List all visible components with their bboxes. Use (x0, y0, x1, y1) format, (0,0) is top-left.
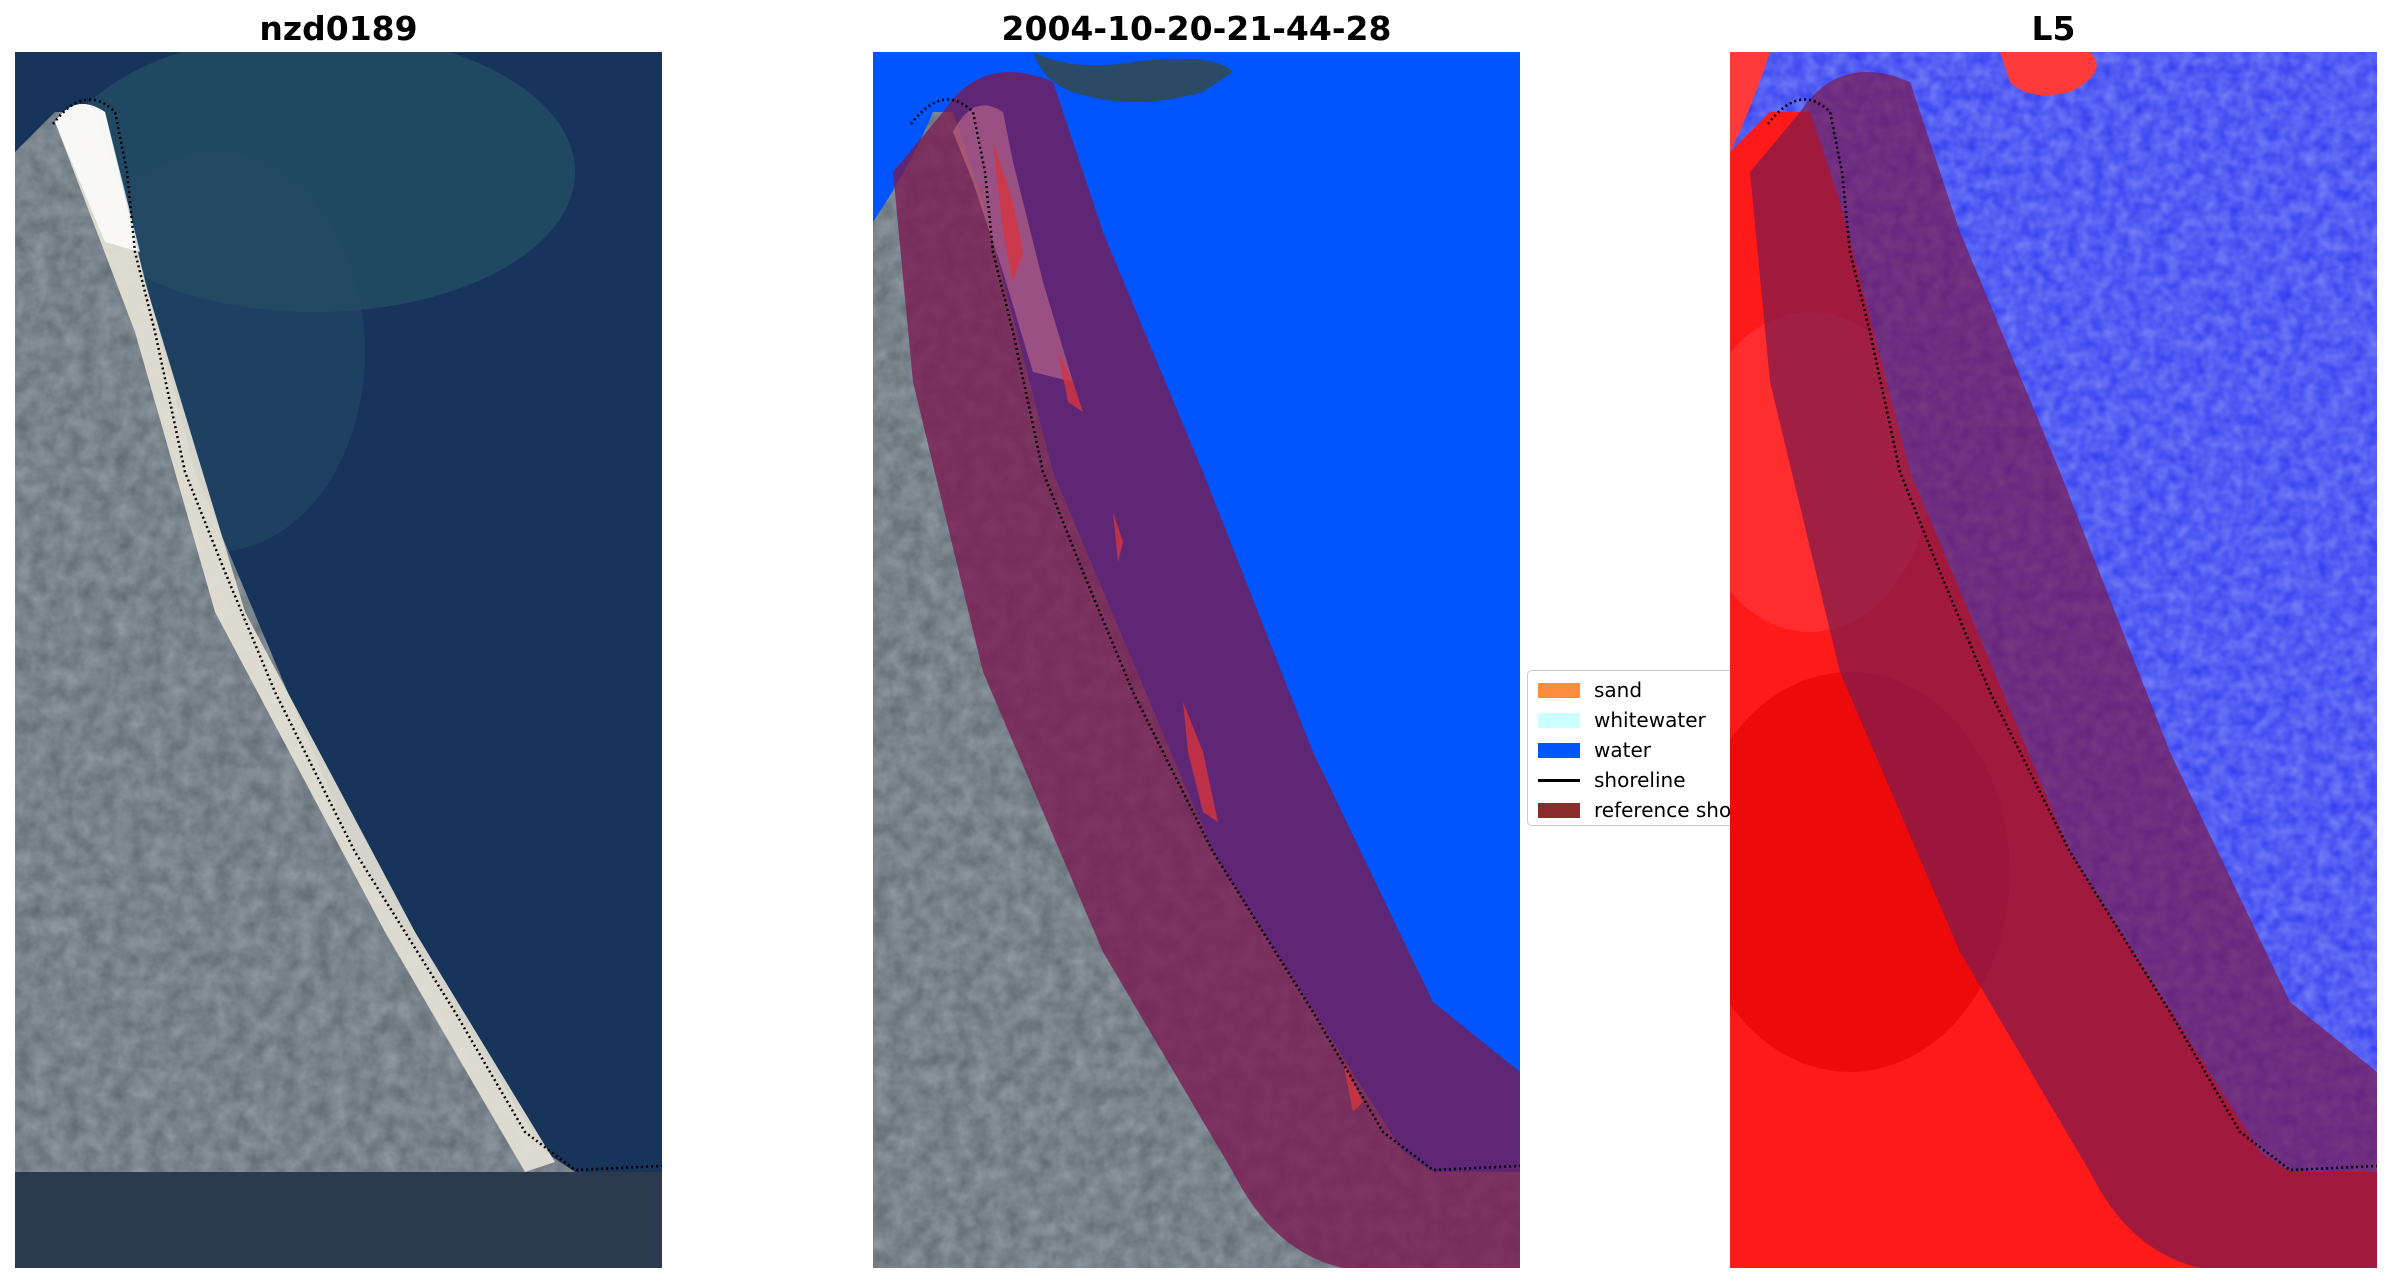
shoreline (910, 98, 1520, 1172)
legend-swatch (1538, 802, 1580, 818)
legend-label: sand (1594, 678, 1643, 702)
legend-swatch (1538, 682, 1580, 698)
legend-swatch (1538, 742, 1580, 758)
rgb-image-panel (15, 52, 662, 1268)
legend-swatch (1538, 712, 1580, 728)
sand-class (993, 142, 1023, 282)
legend: sand whitewater water shoreline referenc… (1527, 670, 1730, 826)
shoreline (1767, 98, 2377, 1172)
reference-shoreline-buffer (1750, 72, 2377, 1268)
legend-label: water (1594, 738, 1651, 762)
shoreline (52, 98, 662, 1172)
legend-label: reference shoreline buffer (1594, 798, 1730, 822)
legend-item-shoreline: shoreline (1538, 767, 1686, 793)
legend-item-water: water (1538, 737, 1651, 763)
panel-title-rgb: nzd0189 (259, 9, 418, 48)
legend-label: shoreline (1594, 768, 1686, 792)
legend-line-swatch (1538, 778, 1580, 782)
panel-title-classified: 2004-10-20-21-44-28 (1001, 9, 1392, 48)
classified-image-panel (873, 52, 1520, 1268)
classified-image (873, 52, 1520, 1268)
index-image (1730, 52, 2377, 1268)
legend-item-reference-shoreline: reference shoreline buffer (1538, 797, 1730, 823)
legend-label: whitewater (1594, 708, 1706, 732)
panel-title-index: L5 (2031, 9, 2076, 48)
legend-item-sand: sand (1538, 677, 1642, 703)
jetty (15, 1172, 662, 1268)
legend-item-whitewater: whitewater (1538, 707, 1706, 733)
rgb-image (15, 52, 662, 1268)
index-image-panel (1730, 52, 2377, 1268)
